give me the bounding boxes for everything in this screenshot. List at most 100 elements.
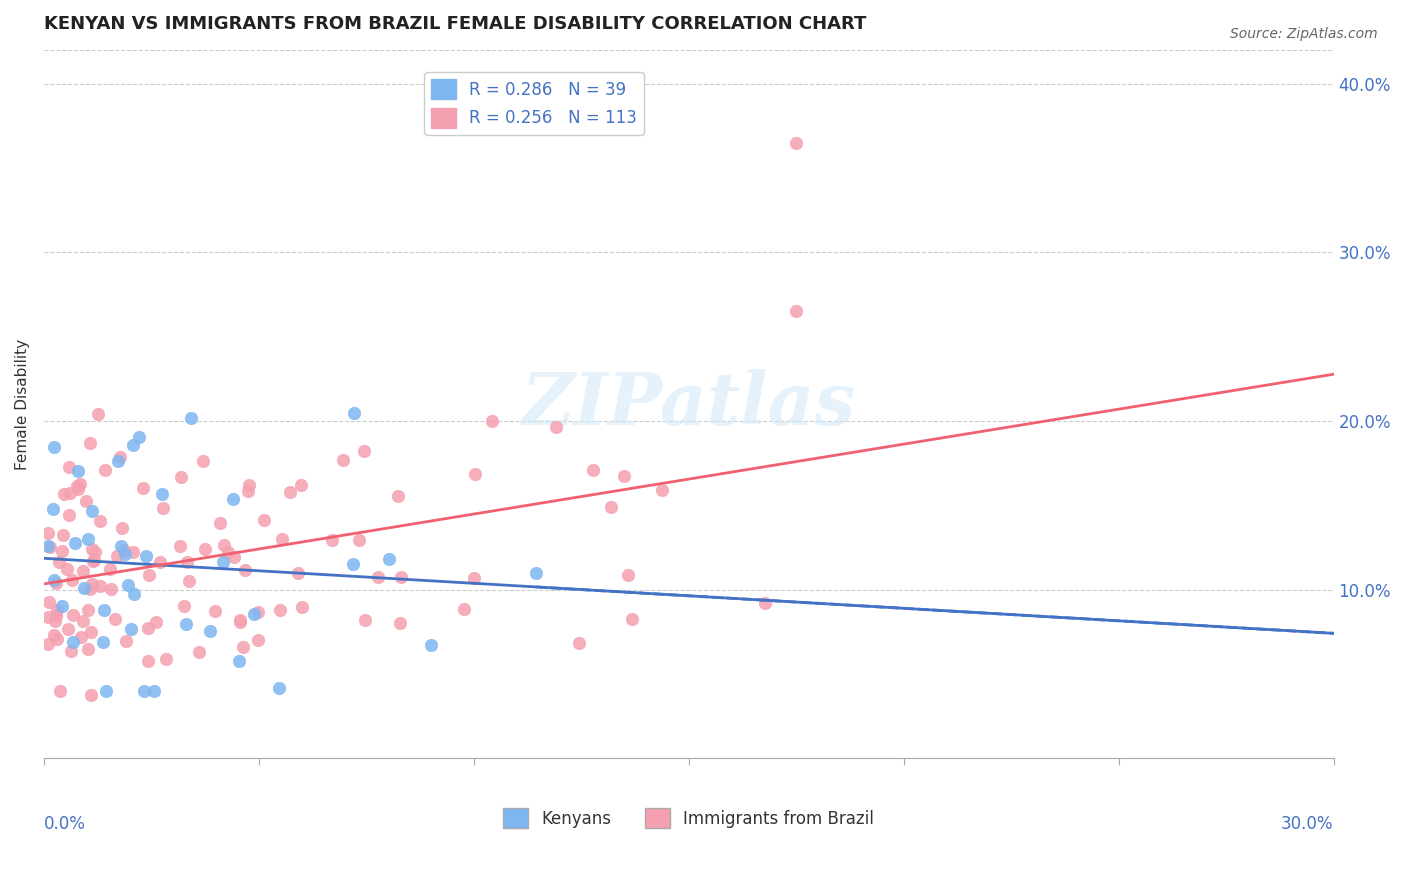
Point (91, 634, 114, 648)
Point (82, 577, 104, 591)
Point (100, 582, 122, 596)
Point (89, 579, 111, 593)
Point (229, 613, 252, 627)
Point (524, 566, 547, 580)
Point (142, 683, 165, 698)
Point (387, 489, 409, 503)
Text: 30.0%: 30.0% (1281, 815, 1334, 833)
Point (229, 615, 252, 630)
Point (238, 478, 260, 492)
Point (173, 599, 195, 613)
Point (46, 603, 69, 617)
Point (198, 624, 221, 638)
Point (93, 603, 115, 617)
Point (45, 632, 67, 646)
Point (82, 541, 104, 556)
Point (128, 430, 150, 444)
Point (176, 616, 198, 631)
Point (63, 536, 86, 550)
Point (70, 630, 93, 644)
Point (138, 567, 160, 582)
Point (464, 467, 486, 481)
Point (82, 504, 104, 518)
Point (204, 604, 226, 618)
Point (58, 460, 80, 475)
Point (114, 547, 136, 561)
Point (75, 494, 97, 508)
Point (209, 516, 232, 531)
Point (37, 638, 59, 652)
Point (238, 483, 260, 498)
Point (59, 644, 82, 658)
Point (246, 605, 269, 619)
Point (290, 478, 312, 492)
Point (105, 549, 128, 563)
Y-axis label: Female Disability: Female Disability (15, 338, 30, 469)
Point (79, 624, 101, 639)
Point (176, 555, 198, 569)
Point (217, 545, 239, 559)
Point (83, 552, 105, 566)
Point (353, 443, 375, 458)
Point (79, 435, 101, 450)
Point (367, 569, 389, 583)
Point (98, 562, 121, 576)
Point (38, 595, 60, 609)
Point (616, 567, 638, 582)
Point (321, 533, 343, 548)
Point (44, 615, 66, 629)
Point (135, 549, 157, 564)
Point (110, 540, 132, 554)
Point (232, 640, 254, 654)
Point (419, 638, 441, 652)
Point (107, 454, 129, 468)
Point (347, 533, 370, 548)
Point (87, 407, 110, 421)
Legend: Kenyans, Immigrants from Brazil: Kenyans, Immigrants from Brazil (496, 801, 882, 835)
Point (122, 437, 145, 451)
Point (104, 612, 127, 626)
Point (76, 642, 98, 657)
Point (56, 622, 79, 636)
Point (228, 654, 250, 668)
Point (59, 485, 82, 500)
Point (42, 440, 65, 454)
Text: 0.0%: 0.0% (44, 815, 86, 833)
Point (37, 610, 59, 624)
Point (37, 539, 59, 553)
Point (117, 578, 139, 592)
Point (72, 614, 94, 628)
Point (193, 454, 215, 468)
Point (132, 481, 155, 495)
Point (180, 411, 202, 425)
Point (77, 602, 100, 616)
Point (544, 420, 567, 434)
Point (177, 574, 200, 589)
Point (233, 563, 256, 577)
Point (224, 550, 246, 565)
Point (342, 557, 364, 571)
Point (388, 616, 411, 631)
Point (41, 502, 63, 516)
Point (55, 562, 77, 576)
Point (613, 469, 636, 483)
Point (600, 500, 623, 515)
Point (785, 304, 807, 318)
Point (212, 556, 235, 570)
Point (62, 634, 84, 648)
Point (122, 544, 145, 558)
Point (343, 406, 366, 420)
Point (463, 571, 485, 585)
Point (73, 581, 96, 595)
Point (221, 491, 243, 506)
Point (83, 544, 105, 558)
Point (332, 453, 354, 467)
Point (150, 487, 173, 501)
Point (243, 607, 266, 621)
Point (76, 532, 98, 546)
Point (136, 621, 159, 635)
Point (278, 485, 301, 500)
Point (253, 513, 276, 527)
Point (214, 538, 236, 552)
Point (188, 645, 211, 659)
